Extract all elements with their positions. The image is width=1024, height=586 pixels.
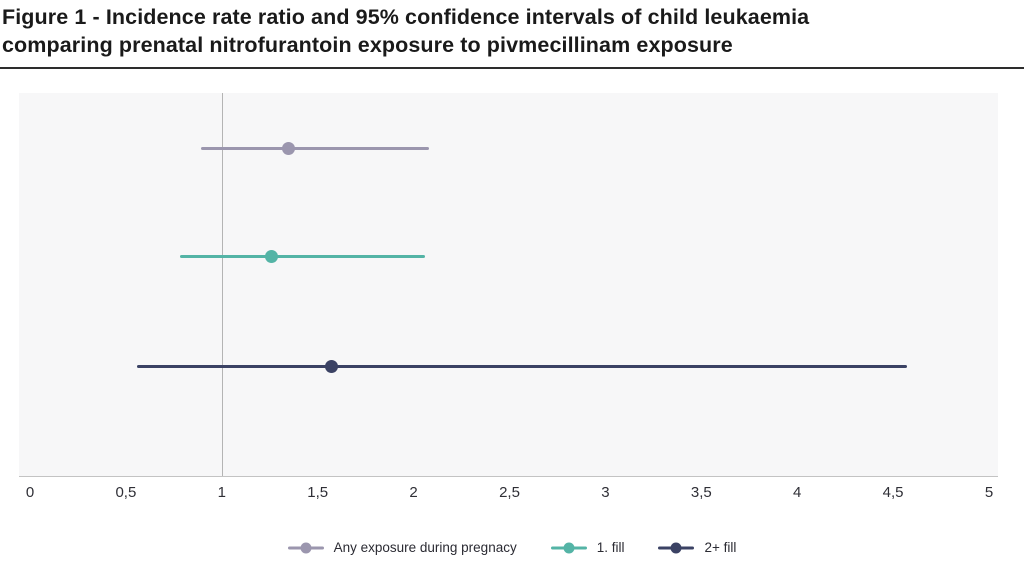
x-tick-label: 0,5 xyxy=(115,484,137,501)
x-tick-label: 2,5 xyxy=(499,484,520,501)
point-estimate-dot xyxy=(324,360,338,374)
legend-item-label: Any exposure during pregnacy xyxy=(333,540,517,555)
legend-marker-icon xyxy=(658,542,695,554)
legend-item: 2+ fill xyxy=(658,540,736,555)
legend-item: 1. fill xyxy=(550,540,625,555)
x-tick-label: 1 xyxy=(217,484,226,501)
title-separator xyxy=(0,67,1024,69)
point-estimate-dot xyxy=(282,142,296,156)
legend-item-label: 2+ fill xyxy=(704,540,737,555)
x-tick-label: 5 xyxy=(984,484,994,501)
x-tick-label: 4 xyxy=(793,484,802,501)
page-title-line1: Figure 1 - Incidence rate ratio and 95% … xyxy=(2,5,810,29)
ci-interval-line xyxy=(179,255,426,259)
figure-header: Figure 1 - Incidence rate ratio and 95% … xyxy=(2,4,962,60)
x-axis: 0 0,5 1 1,5 2 2,5 3 3,5 4 4,5 5 xyxy=(19,484,998,504)
page-title: Figure 1 - Incidence rate ratio and 95% … xyxy=(2,4,962,60)
x-tick-label: 1,5 xyxy=(307,484,329,501)
ci-interval-line xyxy=(200,147,429,151)
reference-line xyxy=(221,93,223,476)
page-title-line2: comparing prenatal nitrofurantoin exposu… xyxy=(2,32,733,57)
legend-marker-icon xyxy=(550,542,587,554)
plot-area xyxy=(19,93,998,477)
legend-item-label: 1. fill xyxy=(596,540,625,555)
legend-item: Any exposure during pregnacy xyxy=(287,540,517,555)
legend-marker-icon xyxy=(287,542,324,554)
x-tick-label: 4,5 xyxy=(882,484,904,501)
ci-interval-line xyxy=(137,365,907,369)
x-tick-label: 3,5 xyxy=(690,484,712,501)
x-tick-label: 2 xyxy=(409,484,418,501)
x-tick-label: 3 xyxy=(601,484,610,501)
x-tick-label: 0 xyxy=(25,484,35,501)
point-estimate-dot xyxy=(265,250,279,264)
legend: Any exposure during pregnacy 1. fill 2+ fi… xyxy=(0,540,1024,555)
